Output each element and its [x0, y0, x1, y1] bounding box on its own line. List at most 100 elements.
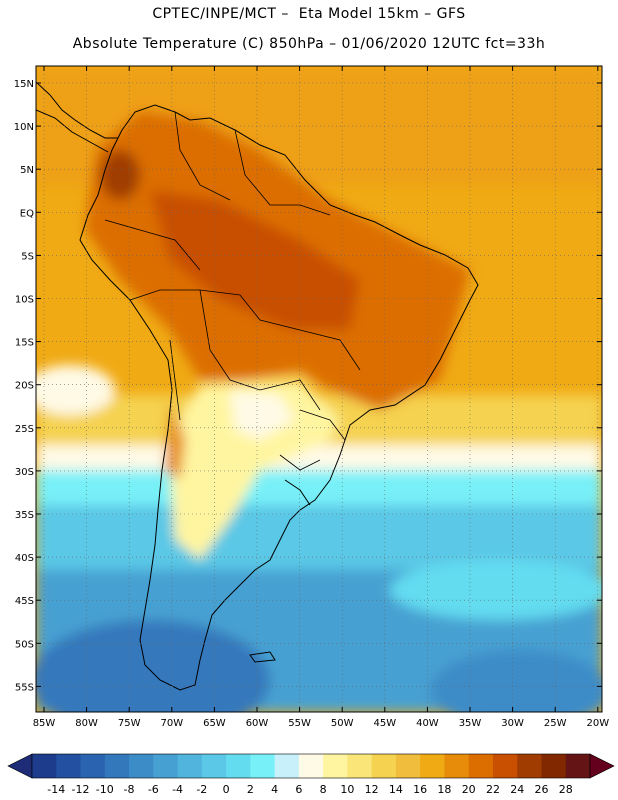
colorbar-swatch: [250, 754, 276, 778]
colorbar-swatch: [492, 754, 518, 778]
lon-label: 25W: [544, 718, 567, 729]
colorbar-label: 10: [340, 783, 354, 796]
band-cyan: [36, 470, 602, 510]
cold-core-southwest: [36, 620, 270, 712]
colorbar-label: -6: [148, 783, 159, 796]
lat-label: 15S: [15, 338, 34, 349]
lat-label: EQ: [20, 208, 34, 219]
lat-label: 30S: [15, 467, 34, 478]
colorbar-label: 6: [295, 783, 302, 796]
colorbar-swatch: [129, 754, 154, 778]
lat-label: 5S: [21, 251, 34, 262]
colorbar-label: 20: [462, 783, 476, 796]
colorbar-label: 4: [271, 783, 278, 796]
lon-label: 45W: [373, 718, 396, 729]
lon-label: 35W: [459, 718, 482, 729]
colorbar-swatch: [541, 754, 567, 778]
colorbar-swatch: [468, 754, 494, 778]
colorbar-swatch: [56, 754, 82, 778]
lat-label: 10S: [15, 295, 34, 306]
colorbar-label: -2: [196, 783, 207, 796]
chart-title: CPTEC/INPE/MCT – Eta Model 15km – GFS: [152, 6, 466, 22]
pale-area-paraguay: [230, 390, 295, 440]
colorbar-swatch: [323, 754, 348, 778]
colorbar-swatch: [80, 754, 106, 778]
colorbar-label: -10: [96, 783, 114, 796]
lon-label: 40W: [416, 718, 439, 729]
lon-label: 70W: [160, 718, 183, 729]
colorbar-swatch: [347, 754, 373, 778]
lon-label: 60W: [246, 718, 269, 729]
colorbar-swatch: [32, 754, 57, 778]
warm-strip-andes: [165, 400, 185, 480]
lagoa-dos-patos: [284, 479, 311, 506]
chart-subtitle: Absolute Temperature (C) 850hPa – 01/06/…: [72, 36, 546, 52]
colorbar-label: 26: [534, 783, 548, 796]
colorbar-swatch: [226, 754, 251, 778]
colorbar-label: 14: [389, 783, 403, 796]
colorbar-label: -14: [47, 783, 65, 796]
colorbar-swatch: [177, 754, 203, 778]
colorbar-swatch: [153, 754, 179, 778]
cold-tongue: [390, 560, 602, 620]
colorbar: [7, 753, 615, 779]
colorbar-swatch: [274, 754, 300, 778]
colorbar-swatch: [420, 754, 445, 778]
colorbar-label: 22: [486, 783, 500, 796]
colorbar-swatch: [371, 754, 397, 778]
mild-area-south: [170, 380, 340, 560]
colorbar-label: 18: [437, 783, 451, 796]
colorbar-label: 2: [247, 783, 254, 796]
lat-label: 10N: [14, 122, 34, 133]
colorbar-swatch: [565, 754, 591, 778]
longitude-labels: 85W 80W 75W 70W 65W 60W 55W 50W 45W 40W 35W 30W 25W 2…: [33, 718, 610, 729]
temperature-field: [36, 66, 602, 712]
central-america-coastline: [36, 81, 118, 153]
colorbar-label: 24: [510, 783, 524, 796]
lon-label: 20W: [586, 718, 609, 729]
colorbar-min-arrow: [7, 753, 33, 779]
lon-label: 80W: [75, 718, 98, 729]
colorbar-label: 12: [365, 783, 379, 796]
colorbar-swatch: [201, 754, 227, 778]
lon-label: 65W: [203, 718, 226, 729]
pale-area-pacific: [36, 365, 115, 415]
lat-label: 35S: [15, 510, 34, 521]
colorbar-label: 16: [413, 783, 427, 796]
cold-core-southeast: [430, 650, 602, 712]
lat-label: 45S: [15, 596, 34, 607]
lon-label: 85W: [33, 718, 56, 729]
colorbar-max-arrow: [589, 753, 615, 779]
colorbar-swatch: [444, 754, 470, 778]
hot-spot-colombia: [100, 150, 140, 200]
lat-label: 25S: [15, 424, 34, 435]
colorbar-swatch: [104, 754, 130, 778]
south-america-coastline: [79, 104, 479, 691]
colorbar-label: -8: [124, 783, 135, 796]
falkland-islands: [249, 651, 276, 663]
colorbar-swatch: [298, 754, 324, 778]
lat-label: 15N: [14, 79, 34, 90]
lat-label: 40S: [15, 553, 34, 564]
colorbar-label: 28: [559, 783, 573, 796]
latitude-labels: 15N 10N 5N EQ 5S 10S 15S 20S 25S 30S 35S 40S 45S 50S 5…: [14, 79, 34, 693]
axis-ticks: [36, 66, 602, 712]
lat-label: 50S: [15, 639, 34, 650]
lat-label: 55S: [15, 682, 34, 693]
colorbar-labels: -14 -12 -10 -8 -6 -4 -2 0 2 4 6 8 10 12 14 16 18 20 22 24 26…: [47, 783, 572, 796]
lon-label: 30W: [501, 718, 524, 729]
lat-label: 20S: [15, 381, 34, 392]
lon-label: 50W: [331, 718, 354, 729]
colorbar-swatch: [517, 754, 542, 778]
colorbar-label: -4: [172, 783, 183, 796]
lat-label: 5N: [20, 165, 34, 176]
colorbar-label: 0: [223, 783, 230, 796]
hot-core: [150, 190, 360, 330]
lon-label: 75W: [118, 718, 141, 729]
colorbar-swatch: [395, 754, 421, 778]
colorbar-label: 8: [320, 783, 327, 796]
lon-label: 55W: [288, 718, 311, 729]
colorbar-label: -12: [72, 783, 90, 796]
map-frame: [35, 65, 603, 713]
